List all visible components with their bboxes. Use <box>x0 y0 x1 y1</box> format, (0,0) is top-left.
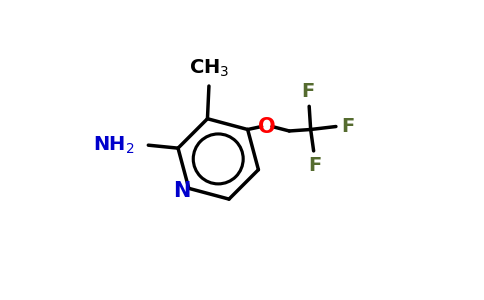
Text: NH$_2$: NH$_2$ <box>93 134 135 156</box>
Text: F: F <box>308 156 322 175</box>
Text: F: F <box>341 117 354 136</box>
Text: O: O <box>258 116 276 136</box>
Text: F: F <box>301 82 314 101</box>
Text: CH$_3$: CH$_3$ <box>189 57 229 79</box>
Text: N: N <box>174 181 191 201</box>
